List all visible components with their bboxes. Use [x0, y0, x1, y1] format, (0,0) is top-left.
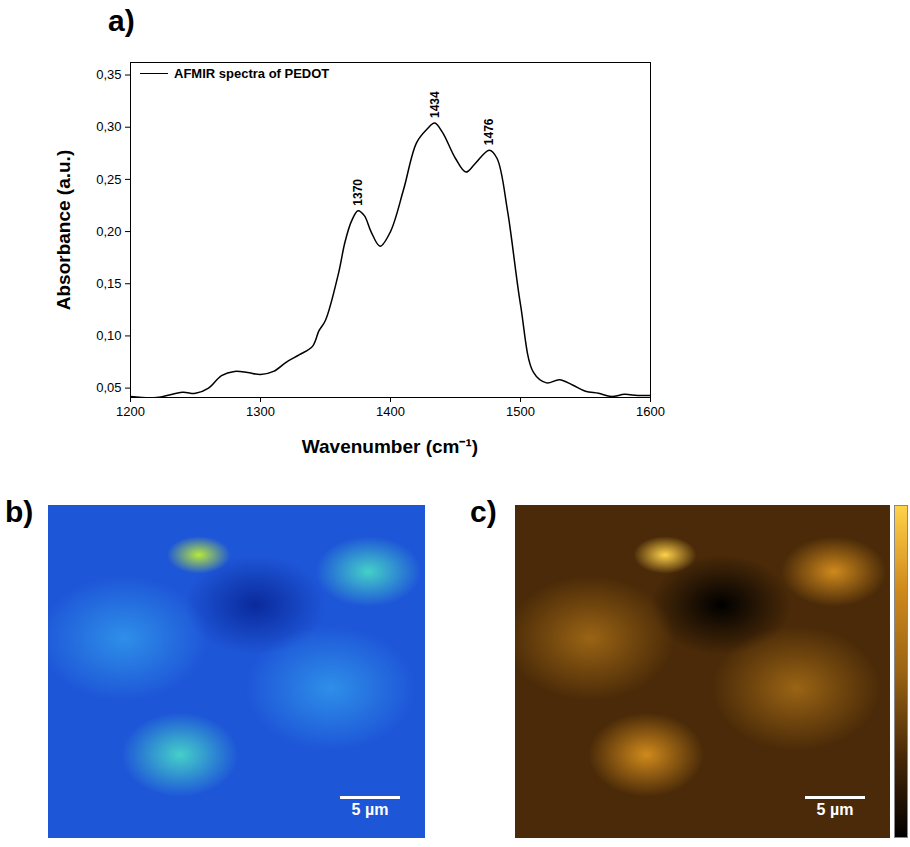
- svg-text:0,25: 0,25: [96, 172, 121, 187]
- svg-text:1500: 1500: [506, 404, 535, 419]
- svg-text:0,15: 0,15: [96, 276, 121, 291]
- svg-text:1400: 1400: [376, 404, 405, 419]
- html-text:c): c): [470, 495, 497, 528]
- svg-text:1600: 1600: [636, 404, 665, 419]
- html-text:a): a): [108, 4, 135, 37]
- html-text:5 µm: 5 µm: [816, 801, 854, 818]
- svg-text:1200: 1200: [116, 404, 145, 419]
- svg-text:1476: 1476: [482, 118, 496, 145]
- html-text:Wavenumber (cm⁻¹): Wavenumber (cm⁻¹): [301, 436, 479, 457]
- html-text:Absorbance (a.u.): Absorbance (a.u.): [53, 149, 74, 310]
- svg-text:0,35: 0,35: [96, 67, 121, 82]
- svg-text:1434: 1434: [428, 91, 442, 118]
- svg-text:1370: 1370: [351, 179, 365, 206]
- html-text:5 µm: 5 µm: [351, 801, 389, 818]
- html-text:b): b): [5, 495, 34, 528]
- svg-text:0,20: 0,20: [96, 224, 121, 239]
- svg-text:1300: 1300: [246, 404, 275, 419]
- html-text:AFMIR spectra of PEDOT: AFMIR spectra of PEDOT: [174, 66, 330, 81]
- svg-text:0,30: 0,30: [96, 119, 121, 134]
- svg-text:0,05: 0,05: [96, 380, 121, 395]
- svg-text:0,10: 0,10: [96, 328, 121, 343]
